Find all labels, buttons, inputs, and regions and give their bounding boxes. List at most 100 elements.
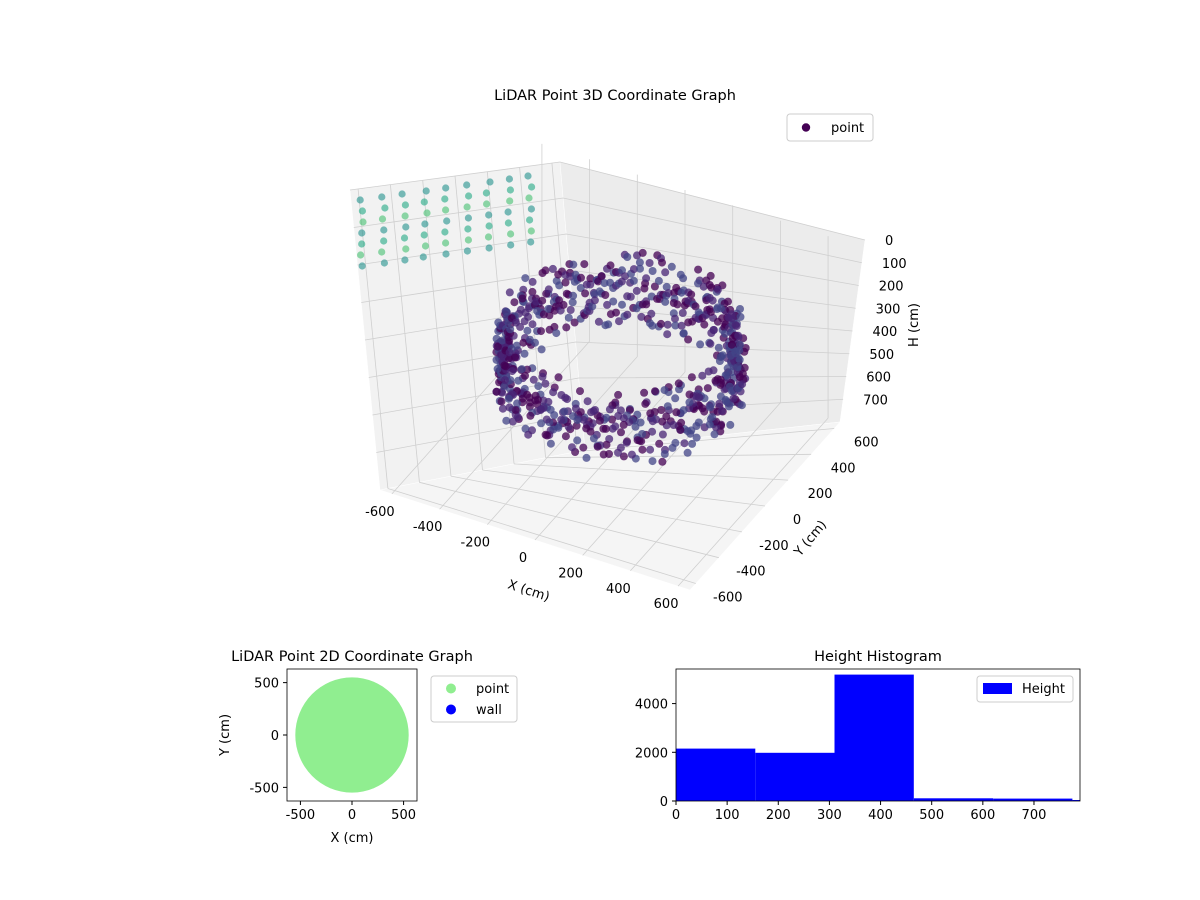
point-3d — [420, 231, 428, 239]
point-3d — [637, 312, 646, 321]
point-3d — [704, 367, 713, 376]
point-3d — [612, 308, 620, 317]
point-3d — [571, 404, 580, 413]
point-3d — [737, 401, 746, 410]
point-3d — [576, 387, 584, 396]
point-3d — [506, 186, 514, 194]
point-3d — [593, 442, 602, 451]
point-3d — [606, 261, 615, 270]
point-3d — [669, 421, 678, 429]
grid-line-floor-x-4 — [582, 387, 733, 556]
point-3d — [705, 420, 714, 429]
point-3d — [658, 417, 667, 426]
point-3d — [580, 260, 589, 269]
point-3d — [706, 339, 715, 348]
point-3d — [715, 357, 724, 365]
point-3d — [738, 380, 747, 389]
point-3d — [538, 269, 547, 277]
point-3d — [716, 392, 725, 401]
histogram-bar-5 — [1072, 800, 1080, 801]
point-3d — [528, 277, 537, 286]
grid-line-z-5 — [368, 341, 850, 378]
histogram-bars — [676, 674, 1080, 801]
point-3d — [538, 296, 547, 305]
point-3d — [534, 382, 543, 391]
point-3d — [648, 267, 657, 275]
point-3d — [557, 415, 566, 424]
point-3d — [717, 406, 726, 415]
point-3d — [597, 272, 606, 281]
point-3d — [648, 427, 657, 436]
point-3d — [699, 282, 708, 291]
point-3d — [505, 288, 514, 297]
point-3d — [685, 398, 694, 407]
point-3d — [725, 382, 734, 391]
point-3d — [707, 307, 715, 316]
histogram-y-tick-2: 4000 — [635, 698, 668, 713]
point-3d — [398, 190, 406, 198]
point-3d — [688, 317, 697, 326]
point-3d — [640, 388, 649, 397]
histogram-frame — [675, 668, 1081, 802]
point-3d — [420, 198, 428, 206]
point-3d — [622, 438, 631, 447]
point-3d — [500, 361, 509, 370]
y-tick-3d-6: 600 — [854, 435, 879, 450]
histogram-bar-3 — [913, 798, 994, 801]
point-3d — [485, 244, 493, 252]
y-axis-label-2d: Y (cm) — [218, 714, 233, 757]
point-3d — [521, 371, 529, 380]
point-3d — [516, 322, 525, 331]
point-3d — [423, 209, 431, 217]
point-3d — [441, 228, 449, 236]
point-3d — [359, 218, 367, 226]
point-3d — [658, 457, 667, 466]
point-3d — [505, 175, 513, 183]
point-3d — [569, 291, 578, 300]
point-3d — [712, 423, 721, 432]
point-3d — [401, 212, 409, 220]
point-3d — [605, 405, 614, 414]
point-3d — [528, 320, 537, 329]
point-3d — [687, 373, 696, 382]
point-3d — [463, 181, 471, 189]
point-3d — [629, 265, 638, 274]
point-3d — [402, 245, 410, 253]
point-3d — [568, 298, 577, 307]
histogram-x-tick-3: 300 — [817, 808, 842, 823]
y-tick-3d-1: -400 — [736, 565, 766, 580]
histogram-x-tick-2: 200 — [766, 808, 791, 823]
point-3d — [663, 330, 672, 339]
point-3d — [502, 307, 510, 316]
point-3d — [723, 364, 732, 373]
legend-3d-point-label: point — [831, 121, 864, 136]
point-3d — [724, 297, 732, 306]
point-3d — [525, 335, 534, 344]
point-3d — [679, 329, 688, 338]
grid-line-floor-y-3 — [482, 469, 766, 507]
point-3d — [493, 342, 502, 351]
point-3d — [700, 320, 709, 329]
point-3d — [714, 343, 723, 352]
histogram-x-tick-4: 400 — [868, 808, 893, 823]
legend-2d-point-marker — [446, 683, 456, 694]
point-3d — [528, 183, 536, 191]
histogram-y-tick-0: 0 — [660, 795, 668, 810]
point-3d — [726, 420, 735, 429]
point-3d — [419, 253, 427, 261]
point-3d — [514, 376, 523, 385]
grid-line-z-0 — [349, 161, 866, 241]
point-3d — [357, 251, 365, 259]
histogram-ticks: 0 100 200 300 400 500 600 700 0 2000 4000 — [635, 698, 1046, 823]
point-3d — [381, 204, 389, 212]
point-3d — [518, 294, 527, 303]
point-3d — [511, 406, 520, 415]
point-3d — [736, 312, 745, 321]
point-3d — [692, 433, 701, 442]
point-3d — [615, 317, 623, 326]
z-tick-3d-1: 100 — [882, 257, 907, 272]
grid-line-z-1 — [353, 197, 862, 264]
legend-3d: point — [786, 113, 874, 142]
point-3d — [599, 424, 608, 433]
grid-line-z-2 — [357, 233, 859, 286]
